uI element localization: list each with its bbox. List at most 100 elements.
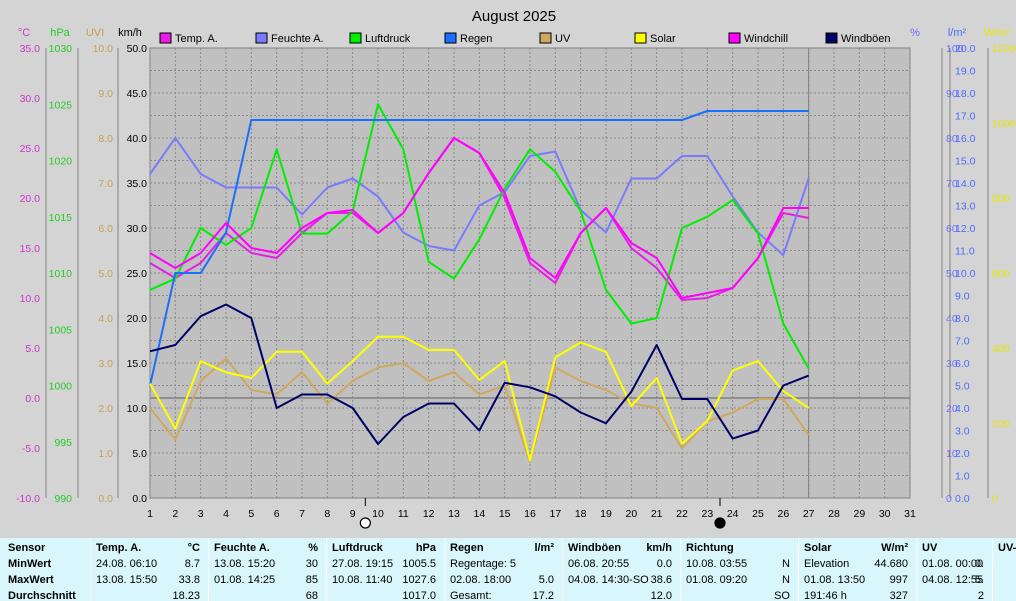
axis-unit-temp: °C	[18, 27, 30, 39]
stats-header: Luftdruck hPa	[332, 542, 440, 558]
stats-column: Luftdruck hPa 27.08. 19:15 1005.5 10.08. 11:…	[332, 538, 440, 601]
stats-header-label: Regen	[450, 542, 484, 554]
stats-row: 10.08. 03:55 N	[686, 558, 794, 574]
stats-row: MaxWert	[8, 574, 86, 590]
stats-row-value: 33.8	[178, 574, 200, 586]
y-tick-label-rain: 18.0	[955, 88, 976, 100]
stats-header: Richtung	[686, 542, 794, 558]
y-tick-label-rain: 5.0	[955, 381, 970, 393]
x-tick-label: 7	[299, 508, 305, 520]
stats-row: 13.08. 15:20 30	[214, 558, 322, 574]
y-tick-label-press: 995	[54, 437, 72, 449]
y-tick-label-rain: 12.0	[955, 223, 976, 235]
legend-label: Windböen	[841, 33, 891, 45]
x-tick-label: 29	[853, 508, 865, 520]
y-tick-label-hum: 90	[946, 88, 958, 100]
y-tick-label-wind: 40.0	[127, 133, 148, 145]
stats-row-value: 1017.0	[402, 590, 436, 601]
y-tick-label-temp: 30.0	[20, 93, 41, 105]
y-tick-label-wind: 15.0	[127, 358, 148, 370]
chart-title: August 2025	[472, 8, 556, 25]
stats-row: Durchschnitt	[8, 590, 86, 601]
stats-row-value: 44.680	[874, 558, 908, 570]
y-tick-label-press: 1005	[49, 324, 73, 336]
y-tick-label-solar: 1000	[992, 118, 1016, 130]
legend-label: Regen	[460, 33, 492, 45]
stats-row: 10.08. 11:40 1027.6	[332, 574, 440, 590]
x-tick-label: 2	[172, 508, 178, 520]
y-tick-label-uv: 2.0	[98, 403, 113, 415]
stats-row: 1017.0	[332, 590, 440, 601]
y-tick-label-hum: 60	[946, 223, 958, 235]
stats-row-value: 1027.6	[402, 574, 436, 586]
x-tick-label: 8	[324, 508, 330, 520]
y-tick-label-wind: 35.0	[127, 178, 148, 190]
stats-row: 01.08. 13:50 997	[804, 574, 912, 590]
stats-row: 12.0	[568, 590, 676, 601]
x-tick-label: 1	[147, 508, 153, 520]
stats-row-time: 01.08. 00:00	[922, 558, 984, 570]
stats-row-value: SO	[774, 590, 790, 601]
legend-swatch	[539, 32, 552, 44]
y-tick-label-solar: 200	[992, 418, 1010, 430]
stats-column: Temp. A. °C 24.08. 06:10 8.7 13.08. 15:50 33.…	[96, 538, 204, 601]
stats-row	[998, 558, 1016, 574]
y-tick-label-wind: 30.0	[127, 223, 148, 235]
stats-separator	[992, 538, 993, 601]
series-line	[149, 137, 809, 299]
y-tick-label-wind: 25.0	[127, 268, 148, 280]
x-tick-label: 25	[752, 508, 764, 520]
stats-header-label: Windböen	[568, 542, 622, 554]
x-tick-label: 20	[625, 508, 637, 520]
x-tick-label: 24	[727, 508, 739, 520]
stats-row: SO	[686, 590, 794, 601]
legend-label: Luftdruck	[365, 33, 411, 45]
stats-row-value: 68	[305, 590, 318, 601]
stats-header: Temp. A. °C	[96, 542, 204, 558]
stats-row: 68	[214, 590, 322, 601]
stats-row	[998, 590, 1016, 601]
stats-row-value: 1005.5	[402, 558, 436, 570]
axis-unit-uv: UVI	[86, 27, 104, 39]
stats-separator	[90, 538, 91, 601]
stats-row: 04.08. 14:30-SO 38.6	[568, 574, 676, 590]
x-tick-label: 31	[904, 508, 916, 520]
y-tick-label-press: 1000	[49, 381, 73, 393]
stats-row: 06.08. 20:55 0.0	[568, 558, 676, 574]
y-tick-label-hum: 80	[946, 133, 958, 145]
y-tick-label-rain: 2.0	[955, 448, 970, 460]
legend-swatch	[255, 32, 268, 44]
y-tick-label-hum: 30	[946, 358, 958, 370]
y-tick-label-temp: -5.0	[22, 443, 40, 455]
stats-row: MinWert	[8, 558, 86, 574]
y-tick-label-press: 1015	[49, 212, 73, 224]
stats-column: Sensor MinWert MaxWert Durchschnitt	[8, 538, 86, 601]
stats-separator	[798, 538, 799, 601]
x-tick-label: 18	[575, 508, 587, 520]
stats-column: Feuchte A.% 13.08. 15:20 30 01.08. 14:25 85 6…	[214, 538, 322, 601]
stats-separator	[562, 538, 563, 601]
stats-row-value: 0.0	[656, 558, 672, 570]
stats-header-label: Sensor	[8, 542, 46, 554]
stats-row-time: 04.08. 12:55	[922, 574, 984, 586]
y-tick-label-wind: 50.0	[127, 43, 148, 55]
y-tick-label-rain: 11.0	[955, 246, 975, 258]
y-tick-label-hum: 70	[946, 178, 958, 190]
legend-label: Feuchte A.	[271, 33, 324, 45]
legend-label: Solar	[650, 33, 676, 45]
chart-canvas: August 2025 1 2 3 4 5 6 7 8 9 10 11 12 13 14 15 16 17 18 1…	[16, 8, 1016, 529]
x-tick-label: 23	[701, 508, 713, 520]
y-tick-label-wind: 45.0	[127, 88, 148, 100]
stats-row-time: 01.08. 13:50	[804, 574, 866, 586]
series-line	[149, 110, 809, 386]
y-tick-label-solar: 1200	[992, 43, 1016, 55]
y-tick-label-rain: 14.0	[955, 178, 976, 190]
x-tick-label: 16	[524, 508, 536, 520]
y-tick-label-solar: 600	[992, 268, 1010, 280]
y-tick-label-rain: 10.0	[955, 268, 976, 280]
stats-row: 01.08. 00:00 0.	[922, 558, 988, 574]
stats-separator	[444, 538, 445, 601]
stats-row-value: 85	[305, 574, 318, 586]
stats-column: Windböen km/h 06.08. 20:55 0.0 04.08. 14:30-…	[568, 538, 676, 601]
stats-row: 01.08. 14:25 85	[214, 574, 322, 590]
